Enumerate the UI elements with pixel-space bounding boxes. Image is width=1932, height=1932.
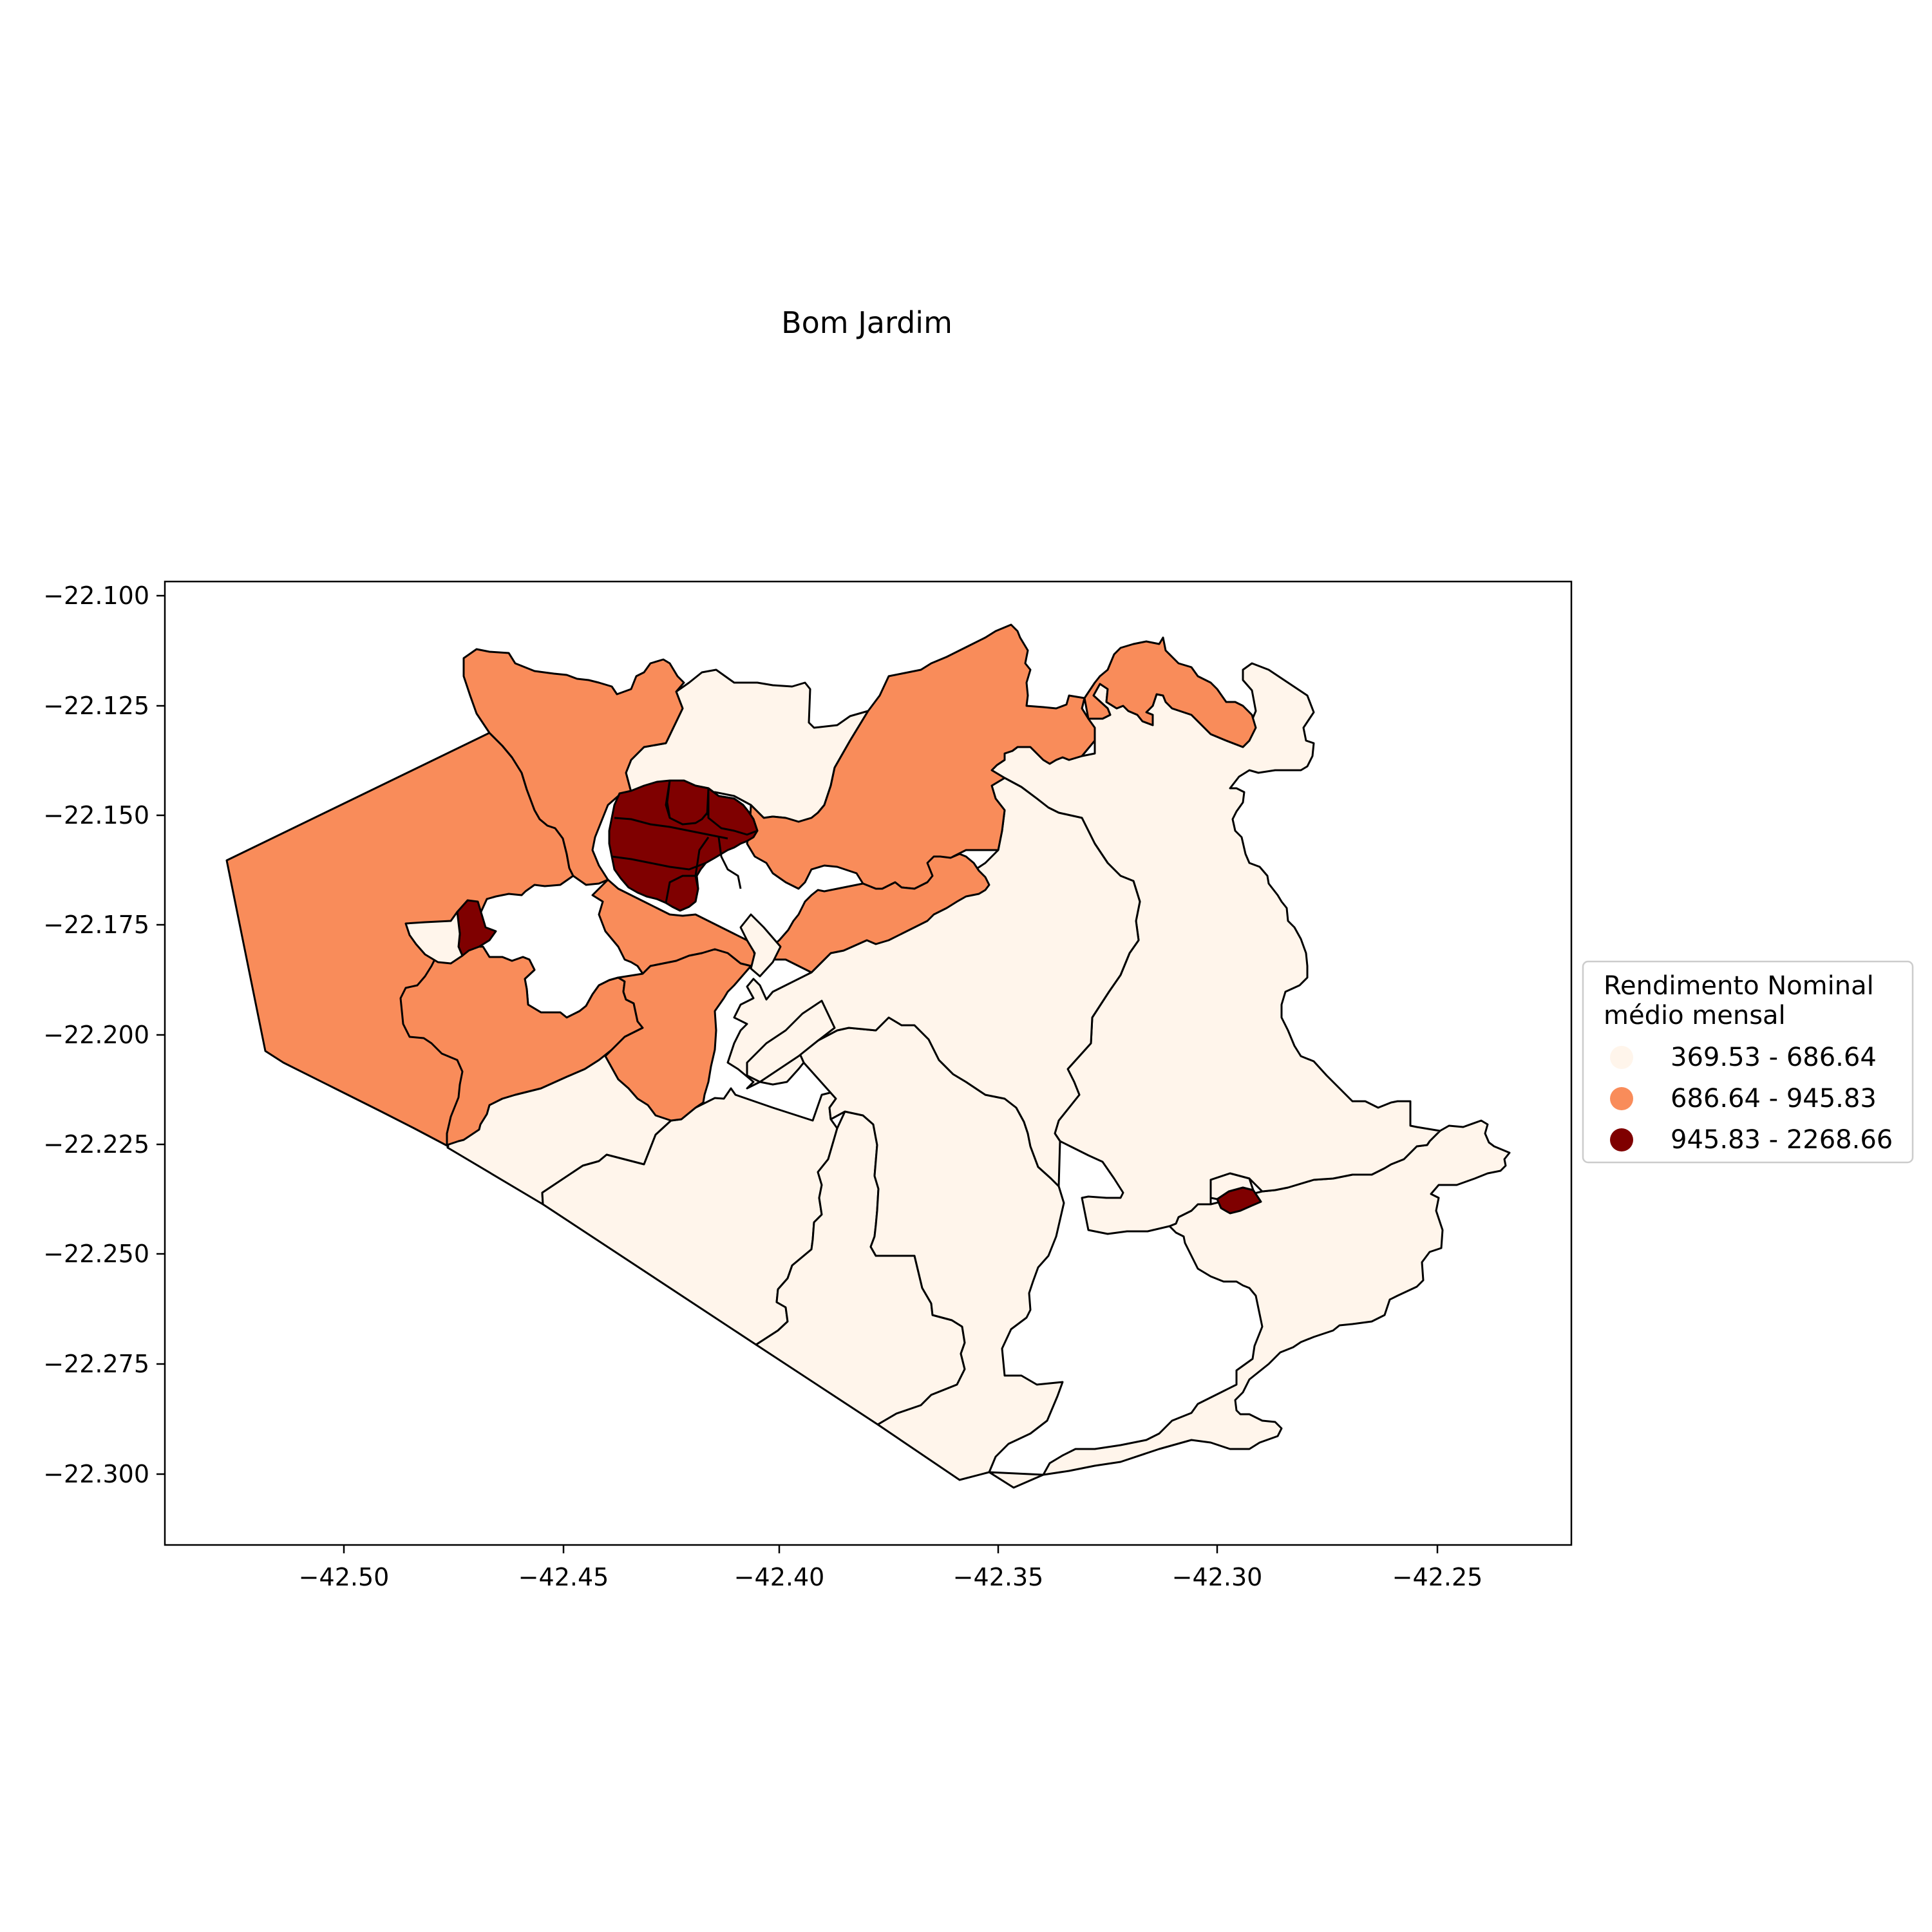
legend-label-low: 369.53 - 686.64 (1671, 1043, 1877, 1072)
legend-title-line1: Rendimento Nominal (1604, 971, 1874, 1001)
x-tick-label: −42.45 (518, 1563, 609, 1591)
y-tick-label: −22.100 (43, 582, 149, 610)
legend-title-line2: médio mensal (1604, 1001, 1786, 1030)
x-tick-label: −42.25 (1392, 1563, 1483, 1591)
y-tick-label: −22.175 (43, 911, 149, 939)
legend-swatch-low (1610, 1046, 1633, 1069)
region-east-enclave-low (1209, 1172, 1255, 1200)
legend: Rendimento Nominal médio mensal 369.53 -… (1582, 960, 1914, 1164)
region-east-central-mid (752, 853, 990, 974)
y-tick-label: −22.200 (43, 1021, 149, 1049)
region-urban-high-a (665, 779, 710, 826)
y-tick-label: −22.150 (43, 801, 149, 829)
x-tick-label: −42.50 (299, 1563, 390, 1591)
region-urban-high-b (707, 787, 759, 836)
x-tick-label: −42.35 (953, 1563, 1044, 1591)
region-far-north-east-mid (1083, 636, 1257, 748)
y-tick-label: −22.275 (43, 1350, 149, 1378)
region-northwest-mid (462, 648, 685, 886)
region-west-enclave-low (404, 911, 464, 965)
y-axis: −22.100 −22.125 −22.150 −22.175 −22.200 … (43, 582, 165, 1488)
region-strip-low-a (739, 913, 782, 978)
region-south-east-low (988, 1119, 1511, 1489)
region-strip-low-b (746, 999, 836, 1083)
y-tick-label: −22.300 (43, 1460, 149, 1488)
legend-swatch-mid (1610, 1087, 1633, 1110)
y-tick-label: −22.250 (43, 1240, 149, 1268)
municipality-map (225, 623, 1511, 1489)
legend-box (1582, 960, 1914, 1164)
region-south-central-mid (604, 948, 752, 1122)
region-urban-high-c (665, 875, 699, 912)
y-tick-label: −22.125 (43, 692, 149, 720)
legend-swatch-high (1610, 1128, 1633, 1151)
legend-label-mid: 686.64 - 945.83 (1671, 1084, 1877, 1113)
urban-inner-boundaries (611, 780, 742, 889)
region-central-low (726, 777, 1141, 1188)
legend-label-high: 945.83 - 2268.66 (1671, 1125, 1893, 1155)
x-tick-label: −42.30 (1172, 1563, 1263, 1591)
x-tick-label: −42.40 (734, 1563, 825, 1591)
x-axis: −42.50 −42.45 −42.40 −42.35 −42.30 −42.2… (299, 1545, 1483, 1591)
y-tick-label: −22.225 (43, 1130, 149, 1159)
map-title: Bom Jardim (781, 305, 952, 340)
